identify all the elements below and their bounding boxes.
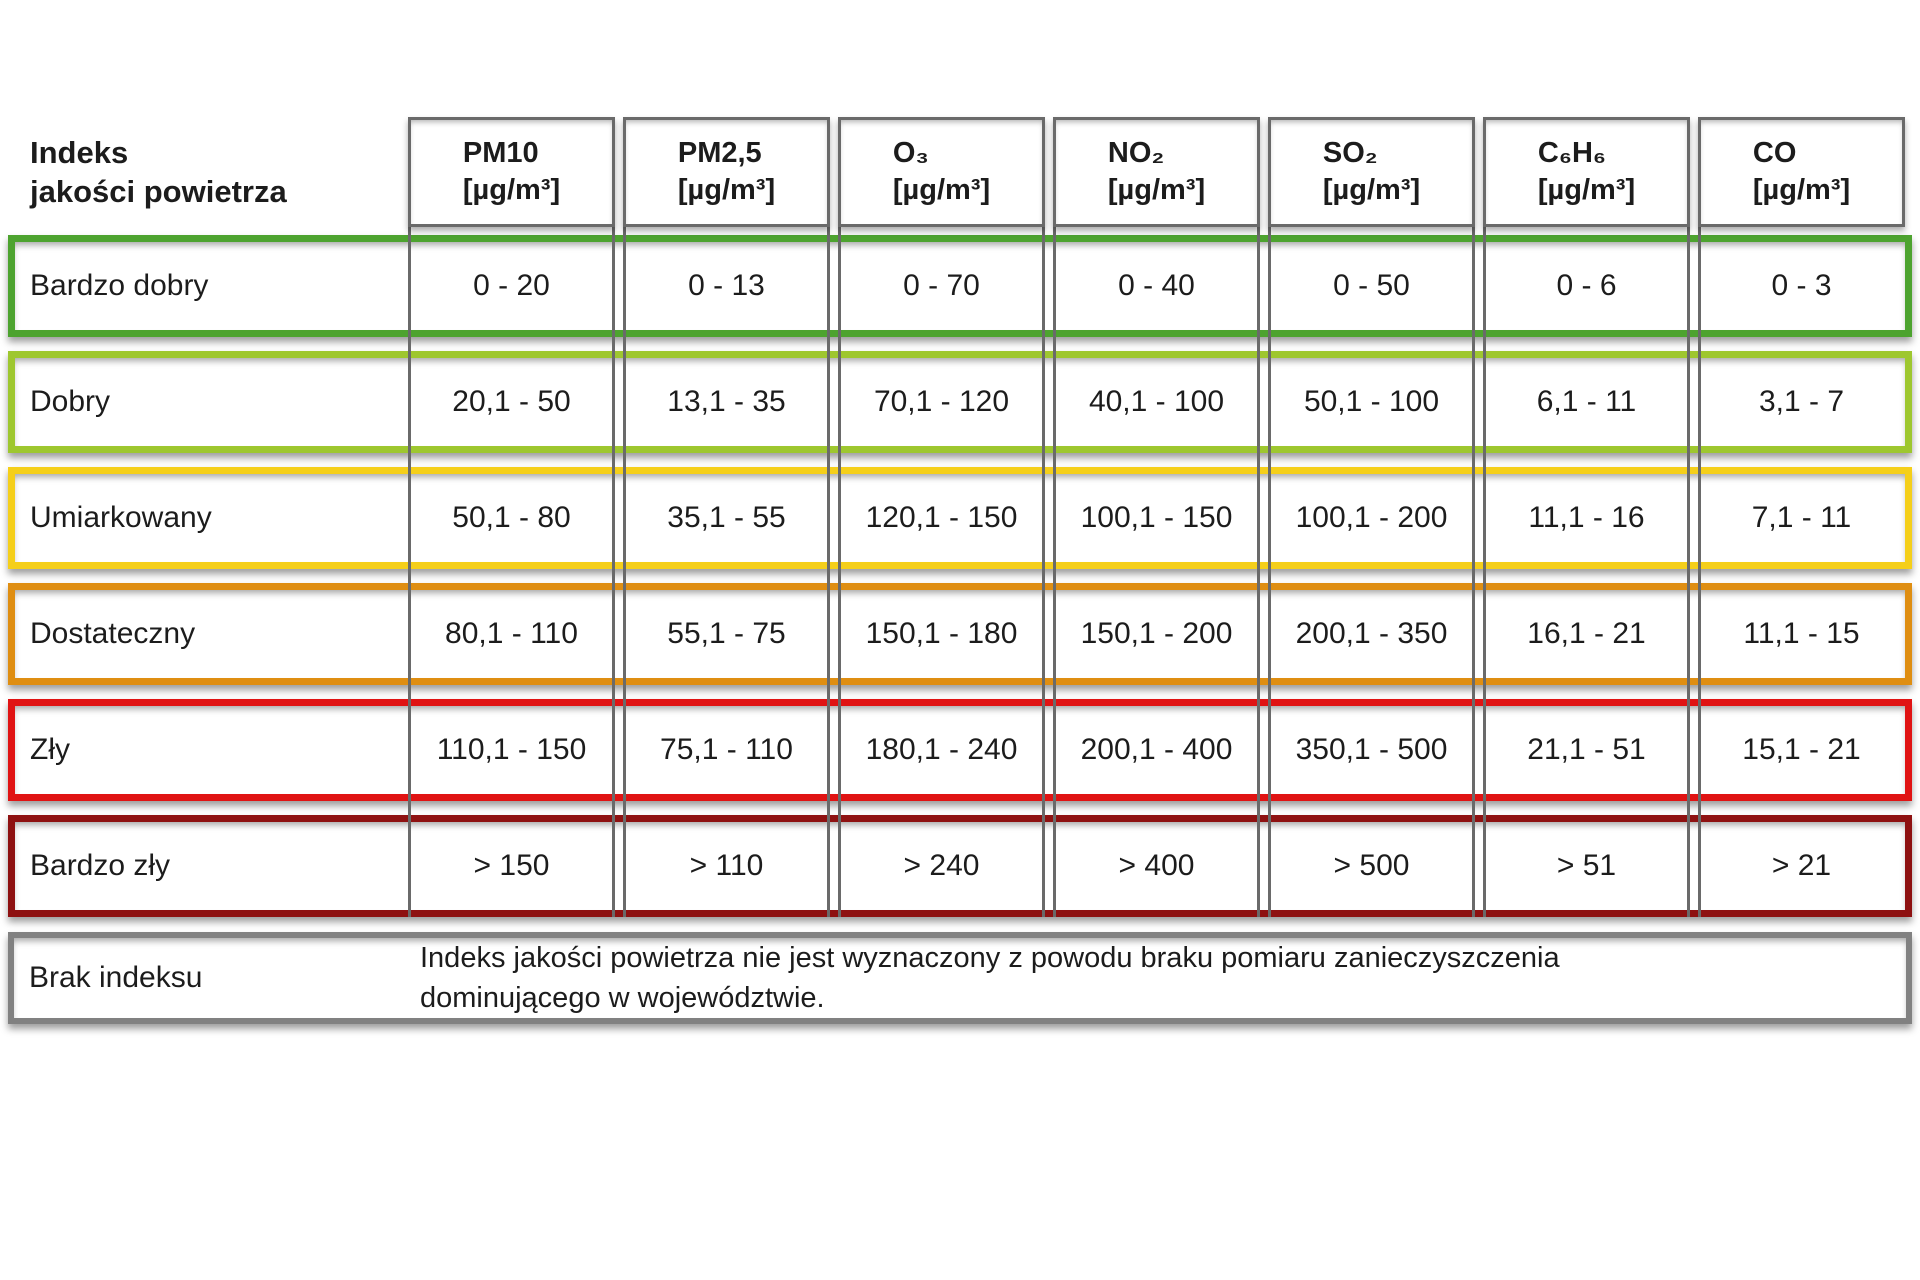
cell-so2: 200,1 - 350 (1295, 617, 1448, 650)
cell-no2: 0 - 40 (1118, 269, 1195, 302)
cell-pm10: 80,1 - 110 (445, 617, 578, 650)
column-header-o3: O₃ [µg/m³] (838, 117, 1045, 227)
cell-pm10: 50,1 - 80 (452, 501, 571, 534)
cell-o3: > 240 (903, 849, 980, 882)
column-unit: [µg/m³] (1107, 174, 1206, 206)
column-header-c6h6: C₆H₆ [µg/m³] (1483, 117, 1690, 227)
row-label: Brak indeksu (29, 961, 203, 994)
row-bardzo-zly: Bardzo zły > 150 > 110 > 240 > 400 > 500… (8, 815, 1912, 917)
row-label: Zły (30, 733, 70, 766)
column-divider (1472, 227, 1475, 917)
cell-pm25: 35,1 - 55 (667, 501, 786, 534)
cell-c6h6: 11,1 - 16 (1528, 501, 1645, 534)
column-divider (827, 227, 830, 917)
column-divider (1698, 227, 1701, 917)
row-label: Bardzo zły (30, 849, 171, 882)
row-brak-indeksu: Brak indeksu Indeks jakości powietrza ni… (8, 932, 1912, 1024)
cell-pm25: 55,1 - 75 (667, 617, 786, 650)
row-label: Bardzo dobry (30, 269, 209, 302)
column-header-so2: SO₂ [µg/m³] (1268, 117, 1475, 227)
cell-co: 11,1 - 15 (1743, 617, 1860, 650)
cell-co: 3,1 - 7 (1758, 385, 1845, 418)
cell-so2: 50,1 - 100 (1303, 385, 1440, 418)
column-name: PM10 (462, 137, 539, 169)
cell-c6h6: 0 - 6 (1556, 269, 1617, 302)
row-label: Dostateczny (30, 617, 196, 650)
cell-pm25: 13,1 - 35 (667, 385, 786, 418)
row-umiarkowany: Umiarkowany 50,1 - 80 35,1 - 55 120,1 - … (8, 467, 1912, 569)
column-unit: [µg/m³] (892, 174, 991, 206)
column-name: SO₂ (1322, 137, 1378, 169)
cell-o3: 180,1 - 240 (865, 733, 1018, 766)
row-label: Dobry (30, 385, 111, 418)
column-divider (1042, 227, 1045, 917)
column-divider (408, 227, 411, 917)
cell-o3: 70,1 - 120 (873, 385, 1010, 418)
column-divider (623, 227, 626, 917)
row-label: Umiarkowany (30, 501, 212, 534)
cell-c6h6: 6,1 - 11 (1536, 385, 1637, 418)
column-divider (1687, 227, 1690, 917)
cell-co: > 21 (1771, 849, 1832, 882)
row-zly: Zły 110,1 - 150 75,1 - 110 180,1 - 240 2… (8, 699, 1912, 801)
cell-o3: 150,1 - 180 (865, 617, 1018, 650)
column-header-co: CO [µg/m³] (1698, 117, 1905, 227)
column-divider (612, 227, 615, 917)
cell-c6h6: > 51 (1556, 849, 1617, 882)
cell-pm25: > 110 (689, 849, 764, 882)
column-name: O₃ (892, 137, 929, 169)
cell-c6h6: 16,1 - 21 (1527, 617, 1646, 650)
cell-so2: 350,1 - 500 (1295, 733, 1448, 766)
column-unit: [µg/m³] (1752, 174, 1851, 206)
cell-pm10: 110,1 - 150 (436, 733, 587, 766)
column-unit: [µg/m³] (1322, 174, 1421, 206)
column-name: C₆H₆ (1537, 137, 1607, 169)
cell-pm25: 75,1 - 110 (660, 733, 793, 766)
column-header-pm25: PM2,5 [µg/m³] (623, 117, 830, 227)
column-divider (1053, 227, 1056, 917)
column-divider (1257, 227, 1260, 917)
column-name: PM2,5 (677, 137, 762, 169)
page-title: Indeks jakości powietrza (30, 133, 287, 211)
cell-no2: 150,1 - 200 (1080, 617, 1233, 650)
cell-so2: 0 - 50 (1333, 269, 1410, 302)
cell-co: 0 - 3 (1771, 269, 1832, 302)
column-divider (838, 227, 841, 917)
cell-so2: > 500 (1333, 849, 1410, 882)
column-unit: [µg/m³] (462, 174, 561, 206)
cell-no2: 200,1 - 400 (1080, 733, 1233, 766)
cell-pm10: 0 - 20 (473, 269, 550, 302)
title-line1: Indeks (30, 135, 129, 170)
row-dostateczny: Dostateczny 80,1 - 110 55,1 - 75 150,1 -… (8, 583, 1912, 685)
column-divider (1483, 227, 1486, 917)
cell-c6h6: 21,1 - 51 (1527, 733, 1646, 766)
row-dobry: Dobry 20,1 - 50 13,1 - 35 70,1 - 120 40,… (8, 351, 1912, 453)
cell-so2: 100,1 - 200 (1295, 501, 1448, 534)
cell-pm25: 0 - 13 (688, 269, 765, 302)
column-header-no2: NO₂ [µg/m³] (1053, 117, 1260, 227)
cell-pm10: 20,1 - 50 (452, 385, 571, 418)
column-name: NO₂ (1107, 137, 1165, 169)
row-bardzo-dobry: Bardzo dobry 0 - 20 0 - 13 0 - 70 0 - 40… (8, 235, 1912, 337)
title-line2: jakości powietrza (30, 174, 287, 209)
cell-pm10: > 150 (473, 849, 550, 882)
column-name: CO (1752, 137, 1797, 169)
cell-co: 7,1 - 11 (1751, 501, 1852, 534)
cell-o3: 0 - 70 (903, 269, 980, 302)
column-unit: [µg/m³] (677, 174, 776, 206)
cell-co: 15,1 - 21 (1742, 733, 1861, 766)
cell-no2: > 400 (1118, 849, 1195, 882)
column-unit: [µg/m³] (1537, 174, 1636, 206)
cell-no2: 40,1 - 100 (1088, 385, 1225, 418)
cell-no2: 100,1 - 150 (1080, 501, 1233, 534)
no-index-description: Indeks jakości powietrza nie jest wyznac… (420, 942, 1560, 1014)
column-divider (1268, 227, 1271, 917)
cell-o3: 120,1 - 150 (865, 501, 1018, 534)
column-header-pm10: PM10 [µg/m³] (408, 117, 615, 227)
